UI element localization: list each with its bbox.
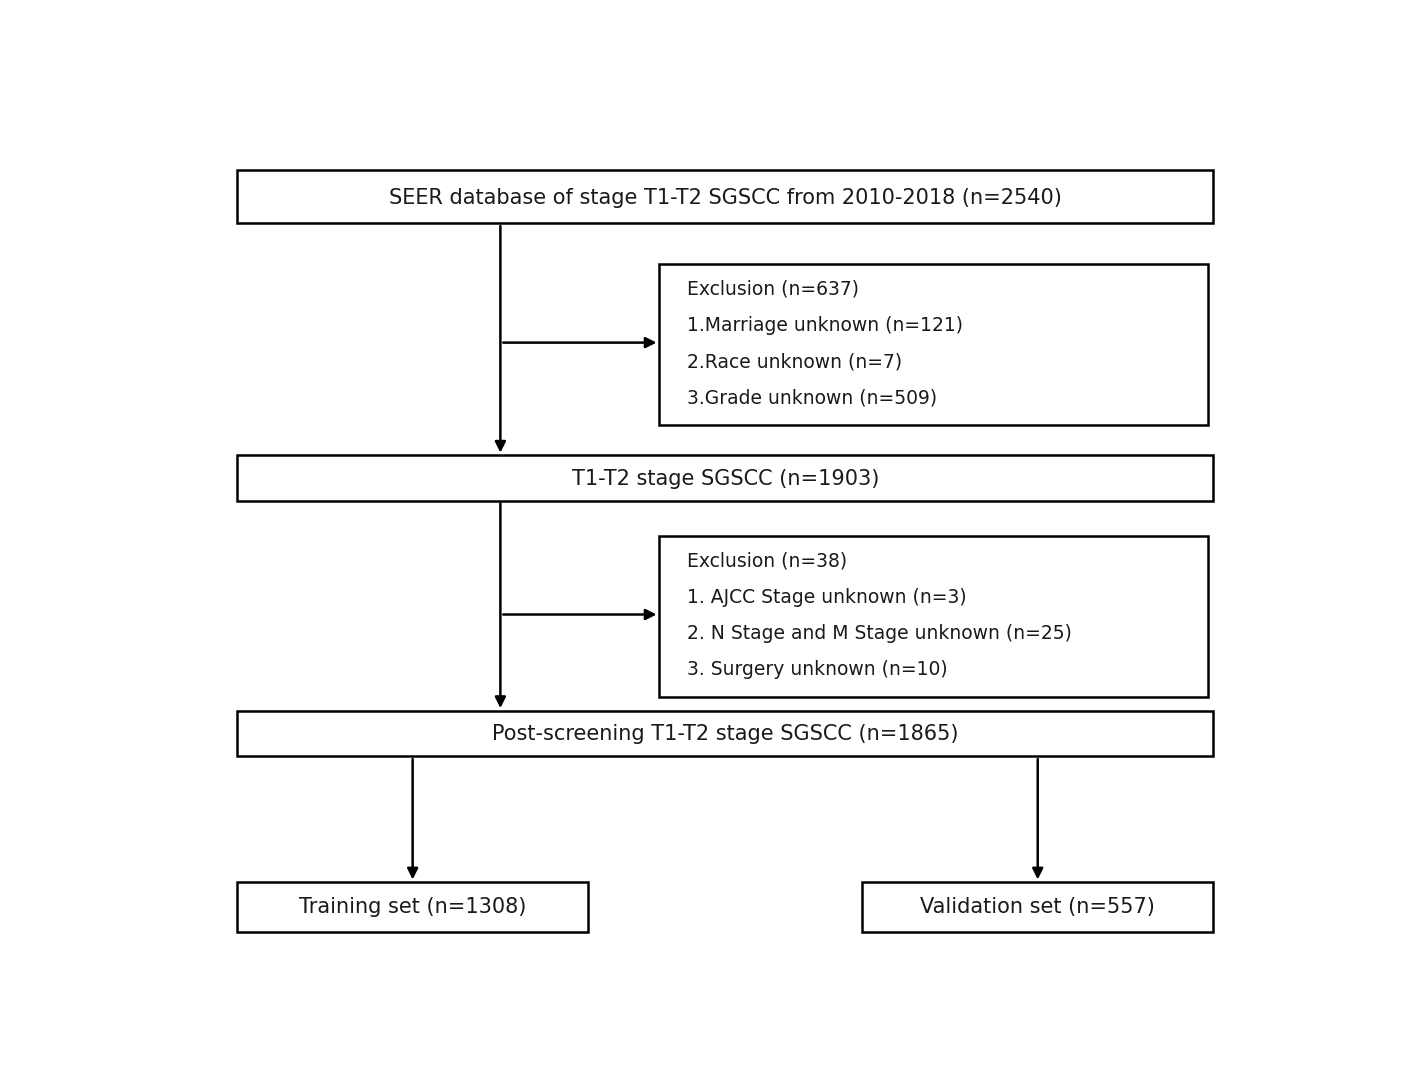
Text: Validation set (n=557): Validation set (n=557) [920,897,1155,917]
Bar [862,883,1213,932]
Bar [238,710,1213,756]
Text: Post-screening T1-T2 stage SGSCC (n=1865): Post-screening T1-T2 stage SGSCC (n=1865… [492,724,958,744]
Text: Exclusion (n=38): Exclusion (n=38) [686,551,848,570]
Bar [238,169,1213,224]
Text: 1.Marriage unknown (n=121): 1.Marriage unknown (n=121) [686,316,962,335]
Text: 1. AJCC Stage unknown (n=3): 1. AJCC Stage unknown (n=3) [686,587,966,607]
Text: T1-T2 stage SGSCC (n=1903): T1-T2 stage SGSCC (n=1903) [572,469,879,489]
Text: 2. N Stage and M Stage unknown (n=25): 2. N Stage and M Stage unknown (n=25) [686,624,1071,643]
Text: Training set (n=1308): Training set (n=1308) [299,897,526,917]
Bar [659,536,1207,697]
Bar [238,883,589,932]
Bar [238,456,1213,501]
Text: SEER database of stage T1-T2 SGSCC from 2010-2018 (n=2540): SEER database of stage T1-T2 SGSCC from … [389,188,1061,209]
Bar [659,264,1207,425]
Text: Exclusion (n=637): Exclusion (n=637) [686,279,859,299]
Text: 3.Grade unknown (n=509): 3.Grade unknown (n=509) [686,388,937,408]
Text: 2.Race unknown (n=7): 2.Race unknown (n=7) [686,352,901,371]
Text: 3. Surgery unknown (n=10): 3. Surgery unknown (n=10) [686,660,948,679]
